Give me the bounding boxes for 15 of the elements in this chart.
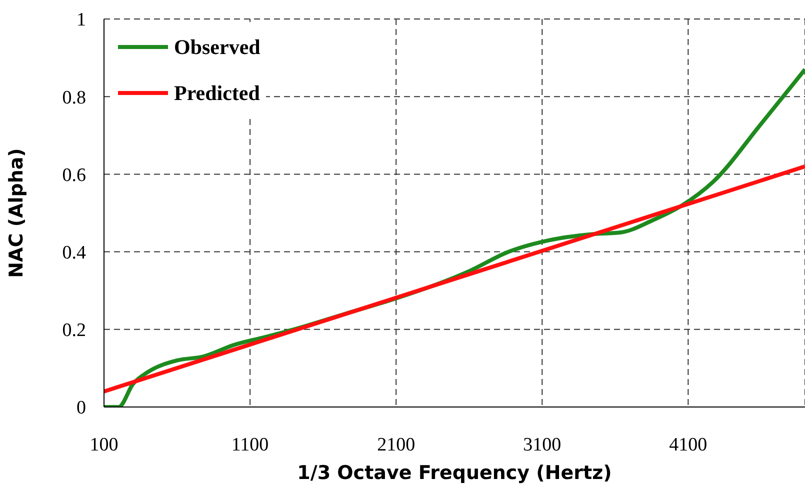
y-tick-label: 0.2 <box>62 320 86 342</box>
legend-label: Predicted <box>174 80 260 106</box>
x-axis-title: 1/3 Octave Frequency (Hertz) <box>297 462 612 484</box>
x-tick-label: 100 <box>90 434 118 456</box>
y-tick-label: 1 <box>76 10 86 31</box>
x-tick-label: 1100 <box>231 434 269 456</box>
x-tick-label: 3100 <box>523 434 562 456</box>
y-tick-label: 0.6 <box>62 164 86 186</box>
x-tick-label: 2100 <box>377 434 416 456</box>
y-axis-title: NAC (Alpha) <box>6 148 28 278</box>
legend-label: Observed <box>174 34 260 60</box>
y-tick-label: 0 <box>76 398 86 419</box>
y-tick-label: 0.8 <box>62 87 86 108</box>
y-tick-label: 0.4 <box>62 242 86 264</box>
x-tick-label: 4100 <box>669 434 708 456</box>
